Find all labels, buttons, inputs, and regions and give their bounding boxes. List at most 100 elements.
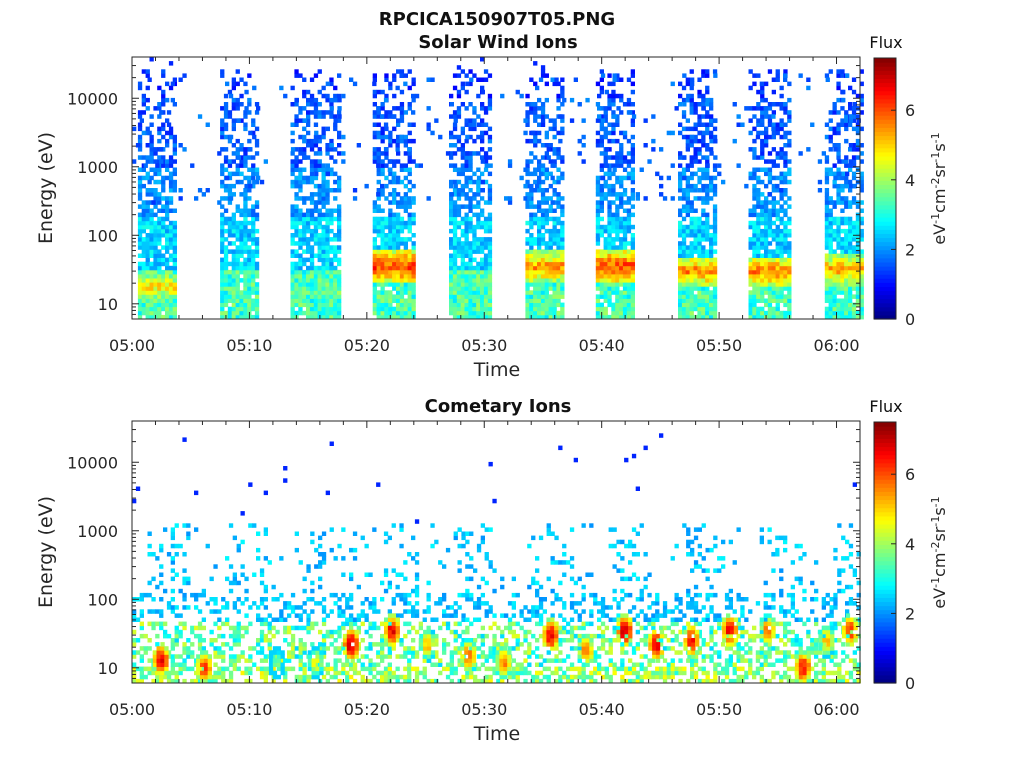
heatmap-cell <box>752 257 757 263</box>
heatmap-cell <box>283 625 288 631</box>
heatmap-cell <box>352 81 358 87</box>
heatmap-cell <box>693 245 698 250</box>
heatmap-cell <box>456 73 462 78</box>
heatmap-cell <box>460 269 465 275</box>
heatmap-cell <box>298 233 303 238</box>
heatmap-cell <box>832 220 837 226</box>
heatmap-cell <box>756 274 761 279</box>
heatmap-cell <box>595 102 601 107</box>
heatmap-cell <box>775 208 780 213</box>
heatmap-cell <box>172 208 177 213</box>
heatmap-cell <box>403 224 408 230</box>
heatmap-cell <box>155 642 160 647</box>
heatmap-cell <box>525 269 530 275</box>
heatmap-cell <box>213 646 218 651</box>
heatmap-cell <box>243 265 248 271</box>
heatmap-cell <box>396 278 401 283</box>
heatmap-cell <box>468 282 473 287</box>
heatmap-cell <box>556 220 561 226</box>
heatmap-cell <box>232 633 237 639</box>
heatmap-cell <box>685 183 690 189</box>
heatmap-cell <box>670 163 675 168</box>
heatmap-cell <box>396 245 401 250</box>
heatmap-cell <box>615 220 620 226</box>
heatmap-cell <box>697 257 702 263</box>
heatmap-cell <box>251 249 256 254</box>
heatmap-cell <box>449 282 454 287</box>
heatmap-cell <box>697 167 702 172</box>
heatmap-cell <box>163 588 168 594</box>
heatmap-cell <box>712 188 718 193</box>
heatmap-cell <box>182 646 187 651</box>
heatmap-cell <box>548 237 553 242</box>
heatmap-cell <box>254 294 260 299</box>
heatmap-cell <box>767 241 773 246</box>
heatmap-cell <box>231 77 236 82</box>
heatmap-cell <box>267 642 272 647</box>
heatmap-cell <box>132 666 137 672</box>
heatmap-cell <box>220 224 225 230</box>
heatmap-cell <box>552 261 557 267</box>
heatmap-cell <box>452 204 458 209</box>
heatmap-cell <box>689 310 694 316</box>
heatmap-cell <box>168 134 174 140</box>
heatmap-cell <box>712 233 718 238</box>
heatmap-cell <box>752 138 757 144</box>
heatmap-cell <box>697 102 702 107</box>
heatmap-cell <box>430 77 435 82</box>
heatmap-cell <box>460 249 465 254</box>
heatmap-cell <box>333 97 338 103</box>
heatmap-cell <box>464 278 469 283</box>
heatmap-cell <box>756 196 761 201</box>
heatmap-cell <box>313 290 319 295</box>
heatmap-cell <box>828 253 833 258</box>
heatmap-cell <box>552 310 557 316</box>
heatmap-cell <box>170 81 175 87</box>
heatmap-cell <box>161 269 166 275</box>
heatmap-cell <box>599 89 604 95</box>
heatmap-cell <box>848 245 853 250</box>
heatmap-cell <box>556 228 561 234</box>
heatmap-cell <box>767 265 773 271</box>
heatmap-cell <box>689 204 694 209</box>
heatmap-cell <box>689 126 694 132</box>
heatmap-cell <box>236 547 241 553</box>
heatmap-cell <box>771 282 776 287</box>
heatmap-cell <box>220 314 225 320</box>
heatmap-cell <box>243 274 248 279</box>
heatmap-cell <box>251 118 256 123</box>
heatmap-cell <box>376 298 381 303</box>
heatmap-cell <box>251 163 256 168</box>
heatmap-cell <box>325 237 330 242</box>
heatmap-cell <box>599 138 604 144</box>
heatmap-cell <box>569 118 575 123</box>
heatmap-cell <box>678 249 683 254</box>
heatmap-cell <box>540 278 546 283</box>
heatmap-cell <box>599 200 604 205</box>
heatmap-cell <box>376 294 381 299</box>
heatmap-cell <box>372 155 377 160</box>
heatmap-cell <box>689 233 694 238</box>
heatmap-cell <box>779 228 784 234</box>
heatmap-cell <box>165 130 170 136</box>
heatmap-cell <box>460 143 465 148</box>
heatmap-cell <box>476 122 482 127</box>
heatmap-cell <box>760 233 765 238</box>
heatmap-cell <box>247 97 252 103</box>
heatmap-cell <box>540 269 546 275</box>
heatmap-cell <box>302 249 307 254</box>
heatmap-cell <box>178 633 183 639</box>
heatmap-cell <box>681 310 687 316</box>
heatmap-cell <box>468 134 473 140</box>
heatmap-cell <box>529 171 534 177</box>
heatmap-cell <box>213 621 218 627</box>
heatmap-cell <box>480 249 485 254</box>
heatmap-cell <box>313 175 319 181</box>
heatmap-cell <box>615 163 620 168</box>
heatmap-cell <box>760 286 765 291</box>
heatmap-cell <box>817 159 823 164</box>
heatmap-cell <box>643 118 648 123</box>
heatmap-cell <box>844 249 849 254</box>
heatmap-cell <box>483 265 489 271</box>
heatmap-cell <box>259 658 265 663</box>
